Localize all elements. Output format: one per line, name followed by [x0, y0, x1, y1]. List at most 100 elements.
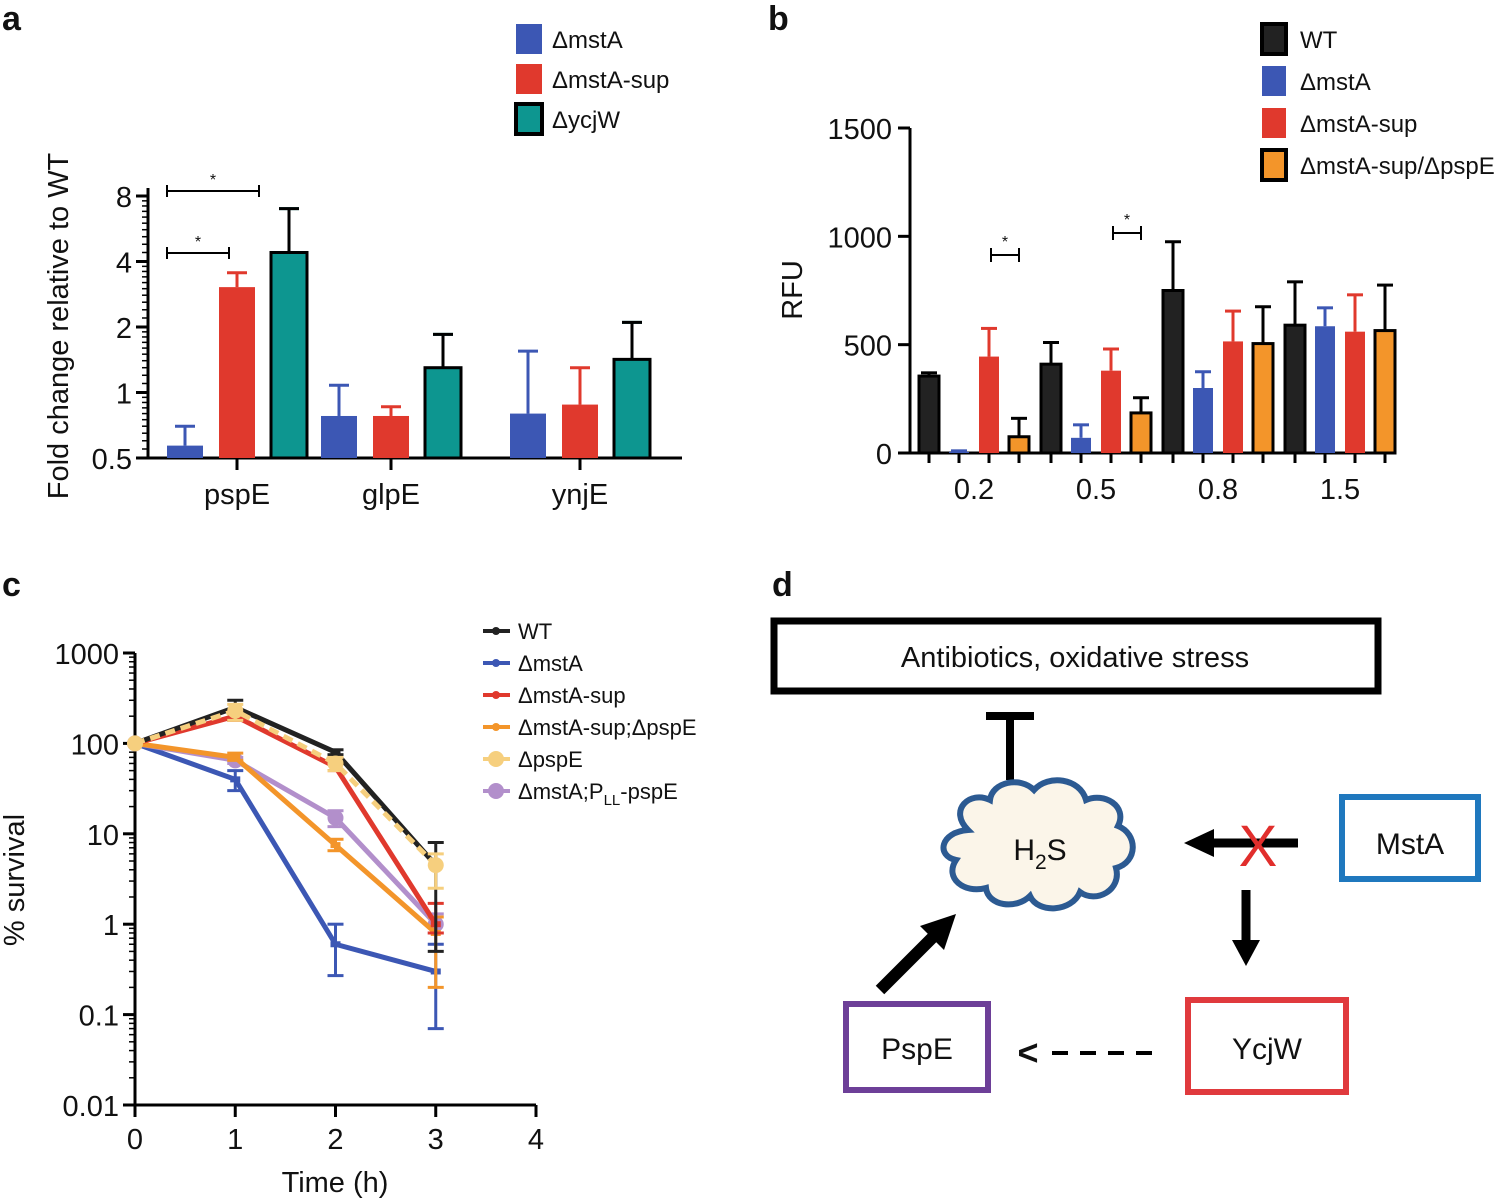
chart-a-legend-label: ΔycjW — [552, 107, 620, 134]
chart-c-x-tick-label: 1 — [227, 1124, 243, 1156]
stress-box — [770, 617, 1382, 695]
chart-a-legend-swatch — [514, 102, 544, 136]
chart-b-bar — [1315, 326, 1335, 453]
chart-a-significance-star: * — [210, 172, 216, 189]
chart-b-significance-star: * — [1124, 212, 1130, 229]
chart-c-point — [230, 776, 241, 783]
chart-c-legend-marker — [492, 659, 500, 667]
chart-b-bar — [1161, 289, 1185, 455]
chart-b-bar — [1373, 329, 1397, 455]
chart-a-y-axis-label: Fold change relative to WT — [43, 152, 75, 499]
ycjW-to-pspE-arrowhead: < — [1017, 1032, 1038, 1073]
chart-b-legend-swatch — [1262, 66, 1286, 96]
chart-b-bar — [1007, 435, 1031, 455]
chart-c-point — [427, 857, 444, 874]
chart-c-point — [330, 749, 341, 756]
chart-c-x-tick-label: 3 — [428, 1124, 444, 1156]
chart-b-bar — [1251, 342, 1275, 455]
panel-letter-d: d — [772, 566, 793, 604]
chart-b-legend-label: ΔmstA-sup — [1300, 111, 1417, 138]
chart-c-x-tick-label: 0 — [127, 1124, 143, 1156]
chart-c-legend-label: ΔmstA;PLL-pspE — [518, 779, 678, 809]
mstA-box — [1339, 794, 1481, 882]
chart-b-bar — [917, 374, 941, 455]
chart-c-legend-label: WT — [518, 619, 552, 644]
chart-c-survival: WT ΔmstA ΔmstA-sup ΔmstA-sup;ΔpspE ΔpspE Δmst… — [0, 619, 697, 1199]
chart-a-bar — [612, 357, 652, 460]
chart-a-bar — [167, 445, 203, 458]
chart-b-bar — [1039, 362, 1063, 455]
chart-a-bar — [321, 415, 357, 458]
chart-b-legend-label: ΔmstA-sup/ΔpspE — [1300, 153, 1495, 180]
chart-b-significance-star: * — [1002, 234, 1008, 251]
chart-a-legend-swatch — [516, 24, 542, 54]
chart-a-axes: 0.5 1 2 4 8 pspE glpE ynjE — [92, 182, 682, 511]
chart-a-legend-label: ΔmstA — [552, 27, 623, 54]
h2s-label: H2S — [1013, 834, 1066, 874]
chart-b-bar — [1345, 331, 1365, 453]
panel-letter-b: b — [768, 0, 789, 38]
chart-c-legend-label: ΔmstA — [518, 651, 583, 676]
chart-a-y-tick-label: 4 — [116, 248, 132, 280]
chart-b-legend-label: WT — [1300, 27, 1338, 54]
chart-a-x-tick-label: pspE — [204, 479, 270, 511]
mstA-label: MstA — [1376, 828, 1444, 861]
chart-c-point — [330, 941, 341, 948]
chart-b-bar — [1223, 341, 1243, 453]
chart-a-y-tick-label: 1 — [116, 379, 132, 411]
chart-a-legend: ΔmstA ΔmstA-sup ΔycjW — [514, 24, 669, 136]
chart-c-legend-marker — [488, 751, 504, 767]
chart-a-y-tick-label: 8 — [116, 182, 132, 214]
chart-b-legend-label: ΔmstA — [1300, 69, 1371, 96]
chart-c-y-tick-label: 100 — [71, 729, 119, 761]
chart-b-legend: WT ΔmstA ΔmstA-sup ΔmstA-sup/ΔpspE — [1260, 22, 1495, 182]
chart-c-legend-label-part: -pspE — [620, 779, 677, 804]
chart-a-bar — [562, 404, 598, 458]
chart-c-series-line — [134, 713, 438, 926]
chart-c-x-tick-label: 2 — [327, 1124, 343, 1156]
chart-b-x-tick-label: 0.2 — [954, 474, 994, 506]
chart-a-bar — [269, 250, 309, 460]
stress-box-label: Antibiotics, oxidative stress — [901, 642, 1249, 674]
pspE-box — [843, 1001, 991, 1093]
chart-c-legend-label: ΔpspE — [518, 747, 583, 772]
chart-c-lines — [127, 698, 444, 1031]
chart-c-series-line — [134, 740, 438, 926]
chart-c-x-tick-label: 4 — [528, 1124, 544, 1156]
chart-c-y-tick-label: 1000 — [54, 639, 119, 671]
chart-b-bar — [979, 356, 999, 453]
chart-c-point — [230, 754, 241, 761]
chart-b-y-axis-label: RFU — [777, 260, 809, 320]
chart-c-axes: 0.01 0.1 1 10 100 1000 0 1 2 3 4 — [54, 639, 544, 1156]
chart-c-legend-marker — [488, 783, 504, 799]
chart-b-legend-swatch — [1260, 22, 1288, 56]
chart-a-legend-label: ΔmstA-sup — [552, 67, 669, 94]
chart-c-legend-label-part: ΔmstA;P — [518, 779, 604, 804]
chart-c-y-tick-label: 0.1 — [79, 1001, 119, 1033]
mstA-to-ycjW-arrowhead — [1232, 940, 1260, 966]
chart-c-point — [227, 702, 244, 719]
chart-b-bars: ** — [917, 212, 1397, 455]
mstA-to-h2s-arrowhead — [1184, 829, 1214, 857]
chart-b-legend-swatch — [1260, 148, 1288, 182]
pspE-to-h2s-arrowhead — [920, 914, 956, 950]
chart-a-bars: ** — [166, 172, 652, 460]
chart-c-series-line — [134, 741, 437, 974]
panel-letter-a: a — [2, 0, 22, 38]
chart-c-point — [127, 735, 143, 752]
chart-b-y-tick-label: 1000 — [827, 222, 892, 254]
chart-c-legend-label: ΔmstA-sup;ΔpspE — [518, 715, 697, 740]
chart-a-y-tick-label: 0.5 — [92, 444, 132, 476]
chart-b-x-tick-label: 1.5 — [1320, 474, 1360, 506]
chart-b-y-tick-label: 0 — [876, 439, 892, 471]
chart-a-legend-swatch — [516, 64, 542, 94]
chart-a-bar — [219, 287, 255, 458]
chart-b-bar — [1193, 388, 1213, 453]
chart-c-point — [327, 809, 344, 826]
chart-b-y-tick-label: 1500 — [827, 114, 892, 146]
chart-c-y-tick-label: 10 — [87, 820, 119, 852]
chart-b-bar — [1283, 323, 1307, 455]
chart-b-bar — [1071, 437, 1091, 453]
